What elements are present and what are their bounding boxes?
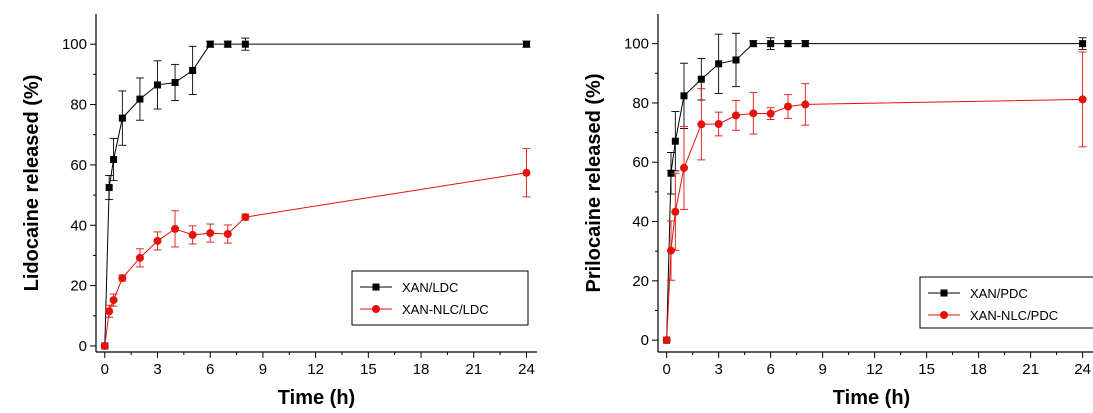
- x-tick-label: 6: [766, 361, 774, 378]
- y-tick-label: 60: [632, 154, 649, 171]
- legend-label: XAN-NLC/PDC: [970, 308, 1058, 323]
- x-tick-label: 9: [259, 361, 267, 378]
- data-point: [188, 230, 197, 239]
- x-axis-title: Time (h): [278, 387, 355, 409]
- y-tick-label: 80: [632, 95, 649, 112]
- data-point: [680, 92, 688, 100]
- x-tick-label: 0: [662, 361, 670, 378]
- series-1: [100, 148, 531, 350]
- data-point: [766, 109, 775, 118]
- y-tick-label: 20: [632, 273, 649, 290]
- data-point: [715, 60, 723, 68]
- legend-marker: [940, 289, 948, 297]
- legend-marker: [372, 283, 380, 291]
- data-point: [118, 274, 127, 283]
- data-point: [522, 40, 530, 48]
- legend-box: [351, 270, 529, 326]
- legend-marker: [372, 305, 380, 313]
- data-point: [223, 230, 232, 239]
- data-point: [767, 40, 775, 48]
- data-point: [136, 95, 144, 103]
- data-point: [1079, 40, 1087, 48]
- series-1: [662, 51, 1087, 345]
- data-point: [135, 253, 144, 262]
- series-0: [663, 32, 1087, 344]
- data-point: [749, 109, 758, 118]
- x-axis-title: Time (h): [833, 387, 910, 409]
- y-tick-label: 100: [624, 36, 649, 53]
- data-point: [679, 163, 688, 172]
- lidocaine-release-chart: 0 3 6 9 12 15 18 21 24 0 20 40 60 80 100 Time (h) Lidoca…: [21, 14, 537, 409]
- x-tick-label: 9: [818, 361, 826, 378]
- data-point: [171, 79, 179, 87]
- x-tick-label: 12: [307, 361, 324, 378]
- y-axis-title: Lidocaine released (%): [21, 75, 43, 292]
- legend-marker: [940, 311, 948, 319]
- legend-label: XAN/LDC: [402, 280, 458, 295]
- legend: XAN/PDC XAN-NLC/PDC: [919, 276, 1093, 329]
- data-point: [153, 81, 161, 89]
- x-tick-label: 21: [465, 361, 482, 378]
- data-point: [714, 119, 723, 128]
- y-tick-label: 80: [70, 97, 87, 114]
- data-point: [697, 75, 705, 83]
- x-tick-label: 6: [206, 361, 214, 378]
- legend-label: XAN/PDC: [970, 286, 1028, 301]
- data-point: [118, 114, 126, 122]
- data-point: [522, 168, 531, 177]
- data-point: [662, 336, 671, 345]
- data-point: [666, 246, 675, 255]
- x-tick-label: 0: [101, 361, 109, 378]
- data-point: [697, 120, 706, 129]
- x-tick-label: 18: [970, 361, 987, 378]
- data-point: [206, 229, 215, 238]
- y-tick-label: 0: [641, 332, 649, 349]
- x-tick-label: 3: [153, 361, 161, 378]
- data-point: [100, 341, 109, 350]
- x-tick-label: 15: [918, 361, 935, 378]
- legend: XAN/LDC XAN-NLC/LDC: [351, 270, 529, 326]
- data-point: [801, 100, 810, 109]
- data-point: [241, 40, 249, 48]
- prilocaine-release-chart: 0 3 6 9 12 15 18 21 24 0 20 40 60 80 100 Time (h) Priloc…: [583, 14, 1093, 409]
- legend-label: XAN-NLC/LDC: [402, 302, 489, 317]
- data-point: [667, 169, 675, 177]
- x-tick-label: 21: [1022, 361, 1039, 378]
- data-point: [783, 102, 792, 111]
- data-point: [109, 296, 118, 305]
- y-tick-label: 100: [62, 36, 87, 53]
- data-point: [671, 137, 679, 145]
- y-tick-label: 20: [70, 278, 87, 295]
- y-tick-label: 60: [70, 157, 87, 174]
- data-point: [749, 40, 757, 48]
- y-tick-label: 40: [632, 214, 649, 231]
- data-point: [801, 40, 809, 48]
- data-point: [105, 307, 114, 316]
- y-axis-title: Prilocaine released (%): [583, 74, 605, 293]
- data-point: [241, 213, 250, 222]
- x-tick-label: 12: [866, 361, 883, 378]
- y-tick-label: 40: [70, 217, 87, 234]
- x-tick-label: 24: [518, 361, 535, 378]
- data-point: [671, 207, 680, 216]
- data-point: [206, 40, 214, 48]
- x-tick-label: 24: [1074, 361, 1091, 378]
- data-point: [784, 40, 792, 48]
- data-point: [732, 56, 740, 64]
- data-point: [731, 111, 740, 120]
- x-tick-label: 3: [714, 361, 722, 378]
- data-point: [105, 184, 113, 192]
- y-tick-label: 0: [79, 338, 87, 355]
- data-point: [153, 236, 162, 245]
- data-point: [171, 224, 180, 233]
- data-point: [110, 155, 118, 163]
- data-point: [1078, 95, 1087, 104]
- legend-box: [919, 276, 1093, 329]
- data-point: [224, 40, 232, 48]
- x-tick-label: 15: [360, 361, 377, 378]
- x-tick-label: 18: [413, 361, 430, 378]
- data-point: [189, 66, 197, 74]
